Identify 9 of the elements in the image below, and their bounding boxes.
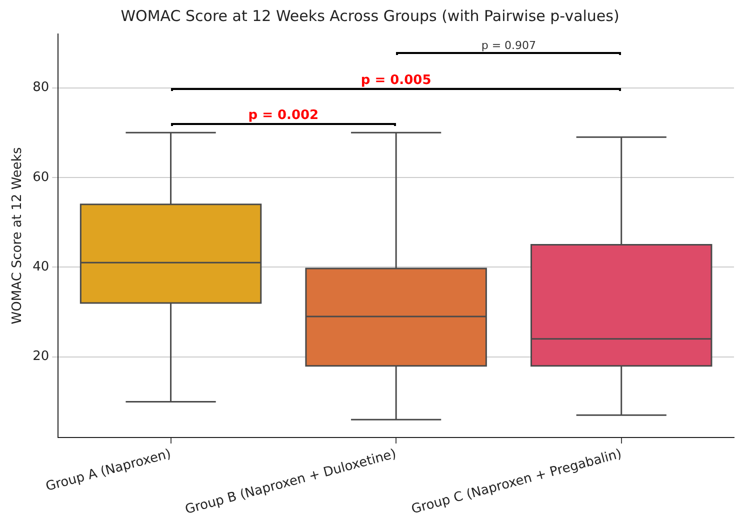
chart-title: WOMAC Score at 12 Weeks Across Groups (with Pairwise p-values) [120,6,620,25]
y-tick-label: 80 [32,80,50,96]
y-tick-label: 40 [32,260,50,275]
y-tick-label: 20 [32,349,50,364]
annotation: p = 0.907 [481,39,536,52]
annotation: p = 0.002 [248,108,319,124]
annotation: p = 0.005 [360,73,432,88]
y-axis-title: WOMAC Score at 12 Weeks [10,147,26,324]
y-tick-label: 60 [32,170,50,185]
